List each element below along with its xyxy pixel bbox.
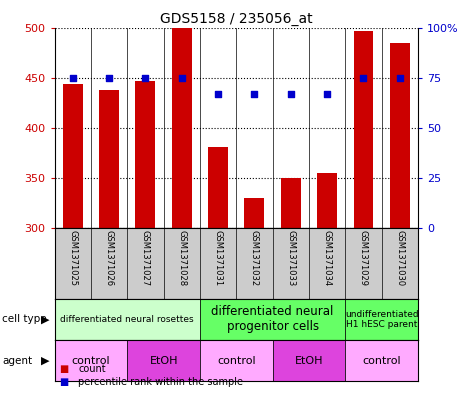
Point	[105, 75, 113, 81]
Bar	[317, 173, 337, 228]
Text: GSM1371028: GSM1371028	[177, 230, 186, 286]
Text: EtOH: EtOH	[149, 356, 178, 365]
Text: EtOH: EtOH	[294, 356, 323, 365]
Text: ■: ■	[59, 377, 68, 387]
Point	[287, 90, 294, 97]
Text: control: control	[72, 356, 110, 365]
Point	[396, 75, 404, 81]
Text: ▶: ▶	[41, 314, 50, 324]
Point	[69, 75, 76, 81]
Bar	[200, 299, 345, 340]
Point	[360, 75, 367, 81]
Bar	[55, 299, 200, 340]
Point	[323, 90, 331, 97]
Text: GSM1371025: GSM1371025	[68, 230, 77, 286]
Text: percentile rank within the sample: percentile rank within the sample	[78, 377, 243, 387]
Point	[251, 90, 258, 97]
Text: GSM1371029: GSM1371029	[359, 230, 368, 286]
Bar	[281, 178, 301, 228]
Text: cell type: cell type	[2, 314, 47, 324]
Bar	[127, 340, 200, 381]
Bar	[245, 198, 265, 228]
Text: GSM1371031: GSM1371031	[214, 230, 223, 286]
Text: count: count	[78, 364, 106, 375]
Text: GSM1371034: GSM1371034	[323, 230, 332, 286]
Bar	[200, 340, 273, 381]
Text: control: control	[217, 356, 256, 365]
Text: differentiated neural rosettes: differentiated neural rosettes	[60, 315, 194, 324]
Bar	[208, 147, 228, 228]
Text: GSM1371027: GSM1371027	[141, 230, 150, 286]
Bar	[135, 81, 155, 228]
Bar	[63, 84, 83, 228]
Text: GSM1371030: GSM1371030	[395, 230, 404, 286]
Text: ■: ■	[59, 364, 68, 375]
Text: undifferentiated
H1 hESC parent: undifferentiated H1 hESC parent	[345, 310, 418, 329]
Bar	[345, 299, 418, 340]
Text: agent: agent	[2, 356, 32, 365]
Point	[178, 75, 186, 81]
Text: GSM1371032: GSM1371032	[250, 230, 259, 286]
Text: ▶: ▶	[41, 356, 50, 365]
Bar	[273, 340, 345, 381]
Point	[214, 90, 222, 97]
Point	[142, 75, 149, 81]
Text: differentiated neural
progenitor cells: differentiated neural progenitor cells	[211, 305, 334, 333]
Title: GDS5158 / 235056_at: GDS5158 / 235056_at	[160, 13, 313, 26]
Bar	[390, 42, 410, 228]
Bar	[345, 340, 418, 381]
Bar	[353, 31, 373, 228]
Text: GSM1371026: GSM1371026	[104, 230, 114, 286]
Text: control: control	[362, 356, 401, 365]
Bar	[172, 28, 192, 228]
Text: GSM1371033: GSM1371033	[286, 230, 295, 286]
Bar	[55, 340, 127, 381]
Bar	[99, 90, 119, 228]
